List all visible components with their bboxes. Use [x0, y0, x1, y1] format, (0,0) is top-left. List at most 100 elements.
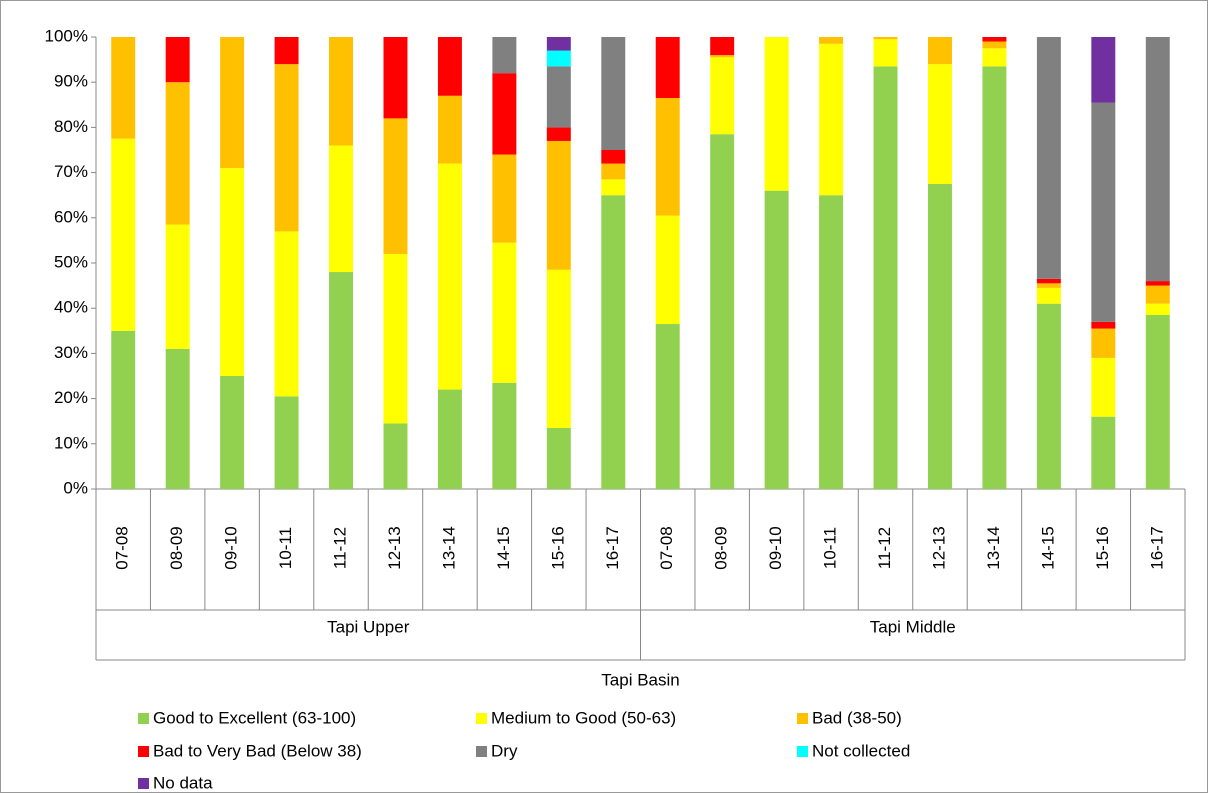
bar-segment: [764, 37, 789, 191]
bar-segment: [1091, 321, 1116, 329]
x-tick-label: 14-15: [1038, 526, 1057, 569]
bar-segment: [546, 269, 571, 428]
bar-segment: [383, 37, 408, 119]
x-tick-label: 08-09: [167, 526, 186, 569]
bar-segment: [274, 396, 299, 489]
bar-segment: [601, 37, 626, 150]
y-tick-label: 40%: [54, 298, 88, 317]
bar-segment: [982, 37, 1007, 42]
bar-segment: [111, 37, 136, 139]
bar-segment: [165, 82, 190, 225]
x-tick-label: 13-14: [984, 526, 1003, 569]
bar-segment: [655, 324, 680, 489]
bar-segment: [111, 330, 136, 489]
legend-swatch: [138, 746, 149, 757]
bar-segment: [546, 427, 571, 489]
bar-segment: [492, 382, 517, 489]
bar-segment: [274, 37, 299, 65]
bar-segment: [982, 41, 1007, 49]
bar-segment: [220, 168, 245, 376]
bar-segment: [492, 73, 517, 155]
y-tick-label: 0%: [63, 478, 88, 497]
bar-segment: [710, 37, 735, 56]
bar-segment: [1036, 278, 1061, 284]
bar-segment: [546, 127, 571, 141]
x-group-label: Tapi Middle: [870, 617, 956, 636]
bar-segment: [982, 66, 1007, 489]
x-tick-label: 16-17: [603, 526, 622, 569]
x-tick-label: 07-08: [657, 526, 676, 569]
bar-segment: [1091, 416, 1116, 489]
bar-segment: [546, 66, 571, 128]
legend-label: Bad (38-50): [812, 708, 902, 727]
bar-segment: [111, 138, 136, 331]
y-tick-label: 90%: [54, 72, 88, 91]
y-tick-label: 60%: [54, 207, 88, 226]
bar-segment: [1145, 281, 1170, 286]
legend-swatch: [797, 746, 808, 757]
bar-segment: [437, 163, 462, 390]
bar-segment: [165, 37, 190, 83]
bar-segment: [601, 179, 626, 196]
x-tick-label: 07-08: [113, 526, 132, 569]
bar-segment: [437, 95, 462, 164]
bar-segment: [546, 140, 571, 270]
y-tick-label: 100%: [45, 26, 88, 45]
bar-segment: [927, 64, 952, 184]
legend-label: Not collected: [812, 741, 910, 760]
bar-segment: [274, 64, 299, 232]
bar-segment: [710, 134, 735, 489]
bar-segment: [383, 423, 408, 489]
legend-label: Medium to Good (50-63): [491, 708, 676, 727]
bar-segment: [819, 37, 844, 44]
legend-swatch: [138, 778, 149, 789]
bar-segment: [1145, 303, 1170, 315]
x-tick-label: 13-14: [439, 526, 458, 569]
x-tick-label: 15-16: [548, 526, 567, 569]
bar-segment: [220, 376, 245, 489]
bar-segment: [1036, 37, 1061, 279]
bar-segment: [764, 190, 789, 489]
bar-segment: [492, 242, 517, 383]
bar-segment: [546, 50, 571, 67]
bar-segment: [982, 48, 1007, 67]
bar-segment: [329, 272, 354, 489]
bar-segment: [710, 57, 735, 135]
bar-segment: [274, 231, 299, 397]
legend-swatch: [797, 713, 808, 724]
x-tick-label: 08-09: [712, 526, 731, 569]
bar-segment: [165, 348, 190, 489]
legend-label: No data: [153, 773, 213, 792]
x-tick-label: 16-17: [1147, 526, 1166, 569]
y-tick-label: 50%: [54, 252, 88, 271]
x-tick-label: 10-11: [821, 527, 840, 569]
y-tick-label: 30%: [54, 343, 88, 362]
bar-segment: [655, 37, 680, 99]
bar-segment: [546, 37, 571, 51]
x-tick-label: 09-10: [222, 526, 241, 569]
bar-segment: [383, 253, 408, 424]
x-tick-label: 11-12: [875, 527, 894, 569]
bar-segment: [1036, 303, 1061, 489]
bar-segment: [165, 224, 190, 349]
bar-segment: [873, 39, 898, 67]
bar-segment: [873, 66, 898, 489]
y-tick-label: 20%: [54, 388, 88, 407]
bar-segment: [1036, 287, 1061, 304]
y-tick-label: 10%: [54, 433, 88, 452]
bar-segment: [1145, 285, 1170, 304]
bar-segment: [1145, 37, 1170, 282]
bar-segment: [329, 37, 354, 146]
bar-segment: [1091, 37, 1116, 103]
x-tick-label: 12-13: [385, 526, 404, 569]
x-tick-label: 15-16: [1093, 526, 1112, 569]
bar-segment: [329, 145, 354, 273]
bar-segment: [655, 98, 680, 216]
bar-segment: [819, 43, 844, 196]
bar-segment: [1091, 357, 1116, 417]
x-tick-label: 14-15: [494, 526, 513, 569]
x-supergroup-label: Tapi Basin: [601, 670, 679, 689]
bar-segment: [601, 163, 626, 180]
bar-segment: [819, 195, 844, 489]
